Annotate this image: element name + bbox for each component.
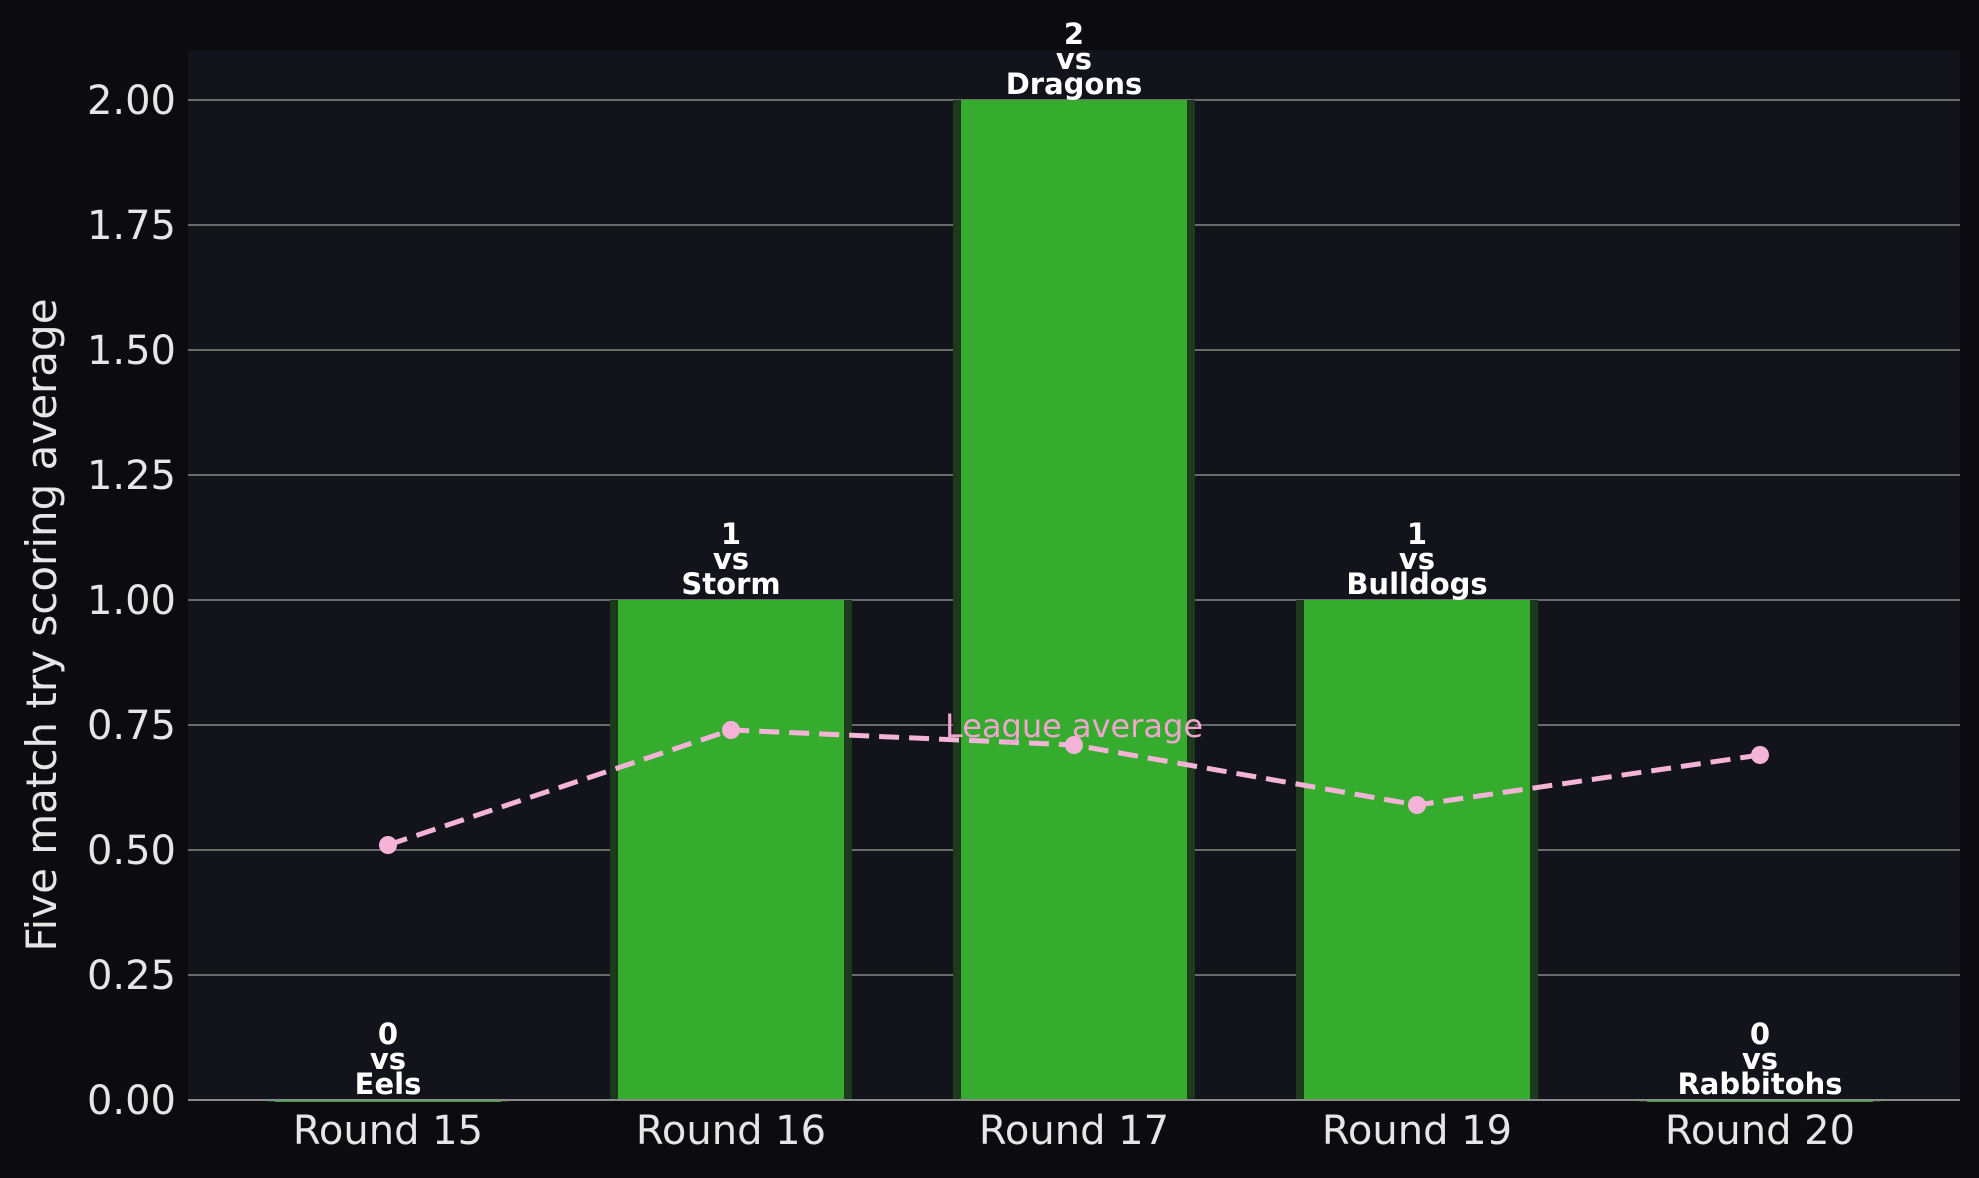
bar-label-opponent: Bulldogs: [1346, 567, 1487, 601]
x-tick-label: Round 19: [1322, 1108, 1512, 1154]
y-tick-label: 2.00: [87, 78, 176, 124]
bar: [1304, 600, 1530, 1100]
league-average-point: [722, 721, 740, 739]
y-tick-label: 0.75: [87, 703, 176, 749]
y-tick-label: 0.00: [87, 1078, 176, 1124]
bar-label-vs: vs: [1399, 542, 1435, 576]
x-tick-label: Round 16: [636, 1108, 826, 1154]
bar-labels: 0vsEels1vsStorm2vsDragons1vsBulldogs0vsR…: [355, 17, 1843, 1101]
league-average-point: [1751, 746, 1769, 764]
y-tick-label: 0.50: [87, 828, 176, 874]
axes: 0.00 0.25 0.50 0.75 1.00 1.25 1.50 1.75 2.00 Roun…: [17, 78, 1960, 1154]
bar-label-opponent: Rabbitohs: [1677, 1067, 1842, 1101]
bar-label-vs: vs: [1056, 42, 1092, 76]
x-tick-label: Round 20: [1665, 1108, 1855, 1154]
y-axis-label: Five match try scoring average: [17, 298, 66, 951]
y-tick-label: 0.25: [87, 953, 176, 999]
bar-label-value: 1: [1407, 517, 1427, 551]
bars: [267, 100, 1881, 1102]
league-average-point: [1408, 796, 1426, 814]
bar-label-opponent: Eels: [355, 1067, 422, 1101]
y-tick-label: 1.75: [87, 203, 176, 249]
league-average-label: League average: [945, 707, 1203, 745]
league-average-point: [1065, 736, 1083, 754]
x-tick-label: Round 15: [293, 1108, 483, 1154]
league-average-line: League average: [379, 707, 1769, 854]
bar-label-value: 2: [1064, 17, 1084, 51]
bar-label-value: 0: [378, 1017, 398, 1051]
bar-label-value: 1: [721, 517, 741, 551]
bar-label-vs: vs: [370, 1042, 406, 1076]
x-tick-label: Round 17: [979, 1108, 1169, 1154]
bar: [618, 600, 844, 1100]
bar-label-vs: vs: [1742, 1042, 1778, 1076]
y-tick-label: 1.25: [87, 453, 176, 499]
bar-label-vs: vs: [713, 542, 749, 576]
league-average-point: [379, 836, 397, 854]
bar-label-opponent: Storm: [681, 567, 780, 601]
bar: [961, 100, 1187, 1100]
y-tick-label: 1.50: [87, 328, 176, 374]
bar-label-opponent: Dragons: [1006, 67, 1143, 101]
bar-label-value: 0: [1750, 1017, 1770, 1051]
y-tick-label: 1.00: [87, 578, 176, 624]
